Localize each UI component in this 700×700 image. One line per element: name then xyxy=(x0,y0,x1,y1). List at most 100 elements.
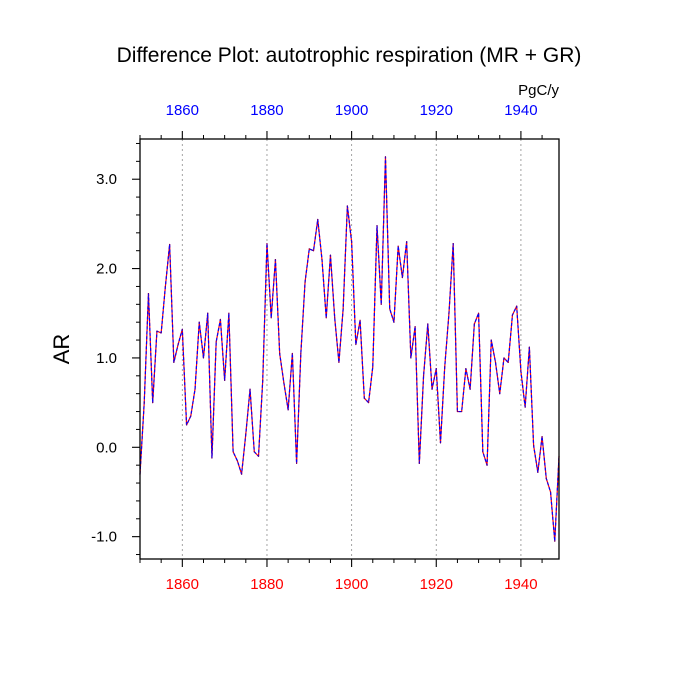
data-point xyxy=(401,276,403,279)
units-label: PgC/y xyxy=(518,82,559,99)
data-point xyxy=(147,293,150,295)
data-point xyxy=(308,248,310,250)
data-point xyxy=(249,388,251,390)
data-point xyxy=(190,415,192,417)
data-point xyxy=(245,433,247,435)
data-point xyxy=(427,323,429,325)
data-point xyxy=(198,321,200,323)
data-point xyxy=(499,393,501,395)
data-point xyxy=(380,303,382,305)
x-tick-label-top: 1900 xyxy=(335,102,368,119)
data-point xyxy=(418,462,420,464)
data-point xyxy=(393,321,395,323)
data-point xyxy=(317,218,319,221)
data-point xyxy=(351,241,353,243)
data-point xyxy=(232,451,234,453)
x-tick-label-bottom: 1940 xyxy=(504,576,537,593)
data-point xyxy=(414,326,416,328)
data-point xyxy=(431,388,433,390)
data-point xyxy=(219,318,222,321)
series-line-red-dashes xyxy=(139,156,560,542)
data-point xyxy=(338,361,340,363)
x-tick-label-top: 1940 xyxy=(504,102,537,119)
data-point xyxy=(325,317,327,319)
y-tick-label: 2.0 xyxy=(96,261,117,278)
data-point xyxy=(520,370,522,372)
data-point xyxy=(143,402,145,404)
data-point xyxy=(435,368,437,370)
data-point xyxy=(461,410,463,413)
data-point xyxy=(211,457,213,459)
data-point xyxy=(181,328,183,330)
data-point xyxy=(456,410,459,413)
data-point xyxy=(287,409,289,411)
data-point xyxy=(406,241,408,243)
x-tick-label-bottom: 1900 xyxy=(335,576,368,593)
data-point xyxy=(257,455,260,457)
data-point xyxy=(397,245,399,247)
x-tick-label-bottom: 1860 xyxy=(166,576,199,593)
data-point xyxy=(240,473,243,475)
data-point xyxy=(312,250,315,252)
data-point xyxy=(262,379,264,381)
data-point xyxy=(477,312,480,314)
grid-lines xyxy=(181,139,522,559)
data-point xyxy=(355,343,357,346)
chart-title: Difference Plot: autotrophic respiration… xyxy=(117,44,582,67)
data-point xyxy=(215,341,217,343)
data-point xyxy=(329,254,332,256)
axis-ticks xyxy=(132,131,543,567)
data-point xyxy=(410,357,412,359)
data-point xyxy=(533,444,535,447)
data-point xyxy=(422,375,425,377)
data-point xyxy=(439,442,442,444)
x-tick-label-bottom: 1880 xyxy=(250,576,283,593)
data-point xyxy=(511,314,514,316)
y-tick-label: 0.0 xyxy=(96,439,117,456)
x-tick-label-top: 1860 xyxy=(166,102,199,119)
data-point xyxy=(494,361,497,363)
data-point xyxy=(363,397,365,399)
data-point xyxy=(253,451,255,453)
data-point xyxy=(274,259,277,261)
data-point xyxy=(342,308,344,310)
data-point xyxy=(266,242,268,245)
data-point xyxy=(537,471,539,473)
data-point xyxy=(346,205,348,207)
data-point xyxy=(156,330,158,332)
data-point xyxy=(359,319,361,321)
data-point xyxy=(503,357,505,359)
data-point xyxy=(486,464,488,466)
data-point xyxy=(541,435,543,438)
data-point xyxy=(228,312,230,314)
data-point xyxy=(296,462,298,464)
data-point xyxy=(194,388,196,390)
data-point xyxy=(465,368,467,370)
data-point xyxy=(448,312,450,314)
data-point xyxy=(300,352,302,355)
data-point xyxy=(279,352,281,355)
data-point xyxy=(367,402,370,404)
data-point xyxy=(444,366,446,368)
data-point xyxy=(185,424,188,426)
data-point xyxy=(236,460,238,462)
data-point xyxy=(376,225,378,227)
data-series xyxy=(139,156,560,542)
data-point xyxy=(473,323,475,325)
data-point xyxy=(469,388,471,390)
data-point xyxy=(177,343,179,346)
data-point xyxy=(490,339,492,341)
data-point xyxy=(554,540,556,542)
data-point xyxy=(173,361,175,363)
data-point xyxy=(224,379,226,381)
data-point xyxy=(164,285,166,288)
data-point xyxy=(283,382,285,384)
data-point xyxy=(524,406,526,408)
y-axis-label: AR xyxy=(49,334,74,365)
y-tick-label: 3.0 xyxy=(96,171,117,188)
data-point xyxy=(482,451,484,453)
data-point xyxy=(207,312,209,314)
data-point xyxy=(372,366,374,368)
